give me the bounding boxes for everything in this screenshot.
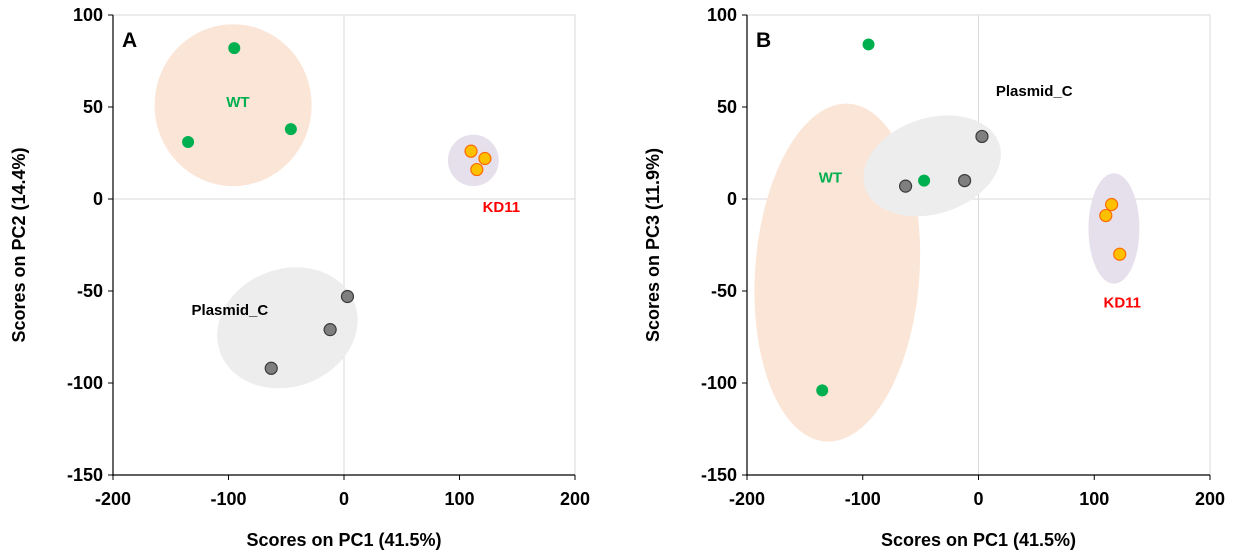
point-wt xyxy=(918,174,931,187)
point-wt xyxy=(816,384,829,397)
x-axis-label: Scores on PC1 (41.5%) xyxy=(881,530,1076,550)
y-tick-label: 50 xyxy=(717,97,737,117)
point-wt xyxy=(182,135,195,148)
panel-letter: B xyxy=(756,29,771,52)
group-ellipse-kd11 xyxy=(447,134,499,187)
y-tick-label: 100 xyxy=(73,5,103,25)
point-kd11 xyxy=(478,151,492,166)
group-label-plasmid-c: Plasmid_C xyxy=(996,83,1073,100)
x-tick-label: 0 xyxy=(339,489,349,509)
y-tick-label: 100 xyxy=(707,5,737,25)
point-kd11 xyxy=(1099,208,1113,223)
y-axis-label: Scores on PC2 (14.4%) xyxy=(9,147,29,342)
x-tick-label: -100 xyxy=(210,489,246,509)
point-kd11 xyxy=(470,162,484,177)
group-ellipse-kd11 xyxy=(1088,173,1140,284)
group-ellipse-plasmid-c xyxy=(863,115,1001,217)
point-wt xyxy=(284,123,297,136)
point-wt xyxy=(228,42,241,55)
point-plasmid-c xyxy=(264,361,278,375)
group-label-wt: WT xyxy=(226,94,249,111)
point-plasmid-c xyxy=(975,129,989,144)
x-axis-label: Scores on PC1 (41.5%) xyxy=(246,530,441,550)
x-tick-label: -100 xyxy=(845,489,881,509)
group-label-plasmid-c: Plasmid_C xyxy=(192,302,269,319)
point-kd11 xyxy=(1105,197,1119,212)
x-tick-label: -200 xyxy=(729,489,765,509)
point-kd11 xyxy=(464,144,478,158)
panel-a: 100 50 0 -50 -100 -150 -200 -100 0 100 200 Scores o… xyxy=(9,5,590,550)
point-kd11 xyxy=(1113,247,1127,261)
group-label-wt: WT xyxy=(819,169,842,186)
y-tick-label: -100 xyxy=(701,373,737,393)
x-tick-label: 0 xyxy=(973,489,983,509)
group-label-kd11: KD11 xyxy=(483,199,521,216)
x-tick-label: 100 xyxy=(1079,489,1109,509)
group-label-kd11: KD11 xyxy=(1104,295,1142,312)
y-tick-label: -150 xyxy=(701,465,737,485)
point-wt xyxy=(862,38,875,51)
point-plasmid-c xyxy=(340,289,355,304)
y-axis-label: Scores on PC3 (11.9%) xyxy=(643,148,663,342)
x-tick-label: 200 xyxy=(560,489,590,509)
x-tick-label: -200 xyxy=(95,489,131,509)
group-ellipse-wt xyxy=(154,24,312,187)
y-tick-label: -150 xyxy=(67,465,103,485)
point-plasmid-c xyxy=(958,174,972,188)
y-tick-label: 0 xyxy=(727,189,737,209)
panel-letter: A xyxy=(122,29,137,52)
x-tick-label: 200 xyxy=(1195,489,1225,509)
y-tick-label: -50 xyxy=(77,281,103,301)
point-plasmid-c xyxy=(323,323,337,337)
y-tick-label: 50 xyxy=(83,97,103,117)
y-tick-label: -50 xyxy=(711,281,737,301)
x-tick-label: 100 xyxy=(444,489,474,509)
y-tick-label: -100 xyxy=(67,373,103,393)
group-ellipse-plasmid-c xyxy=(217,267,358,389)
y-tick-label: 0 xyxy=(93,189,103,209)
panel-b: 100 50 0 -50 -100 -150 -200 -100 0 100 200 Scores o… xyxy=(643,5,1225,550)
point-plasmid-c xyxy=(898,179,913,193)
